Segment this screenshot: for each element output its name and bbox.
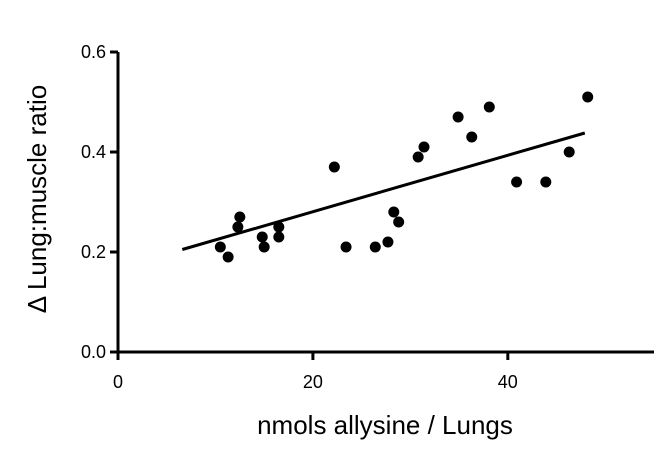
data-point — [258, 241, 270, 253]
x-axis-label: nmols allysine / Lungs — [257, 410, 513, 440]
y-tick-label: 0.4 — [81, 142, 106, 162]
data-point — [214, 241, 226, 253]
data-point — [222, 251, 234, 263]
data-point — [328, 161, 340, 173]
y-ticks: 0.0 0.2 0.4 0.6 — [81, 42, 118, 362]
data-point — [256, 231, 268, 243]
data-point — [466, 131, 478, 143]
axes — [116, 52, 654, 354]
data-points — [214, 91, 594, 263]
data-point — [418, 141, 430, 153]
y-tick-label: 0.2 — [81, 242, 106, 262]
y-axis-label: Δ Lung:muscle ratio — [22, 85, 52, 313]
data-point — [483, 101, 495, 113]
data-point — [340, 241, 352, 253]
data-point — [234, 211, 246, 223]
regression-line — [181, 131, 586, 251]
data-point — [388, 206, 400, 218]
data-point — [540, 176, 552, 188]
data-point — [273, 221, 285, 233]
y-tick-label: 0.6 — [81, 42, 106, 62]
y-tick-label: 0.0 — [81, 342, 106, 362]
data-point — [511, 176, 523, 188]
data-point — [232, 221, 244, 233]
x-ticks: 0 20 40 — [113, 352, 518, 392]
data-point — [393, 216, 405, 228]
x-tick-label: 0 — [113, 372, 123, 392]
x-tick-label: 20 — [303, 372, 323, 392]
data-point — [273, 231, 285, 243]
x-tick-label: 40 — [498, 372, 518, 392]
data-point — [452, 111, 464, 123]
data-point — [369, 241, 381, 253]
data-point — [582, 91, 594, 103]
data-point — [563, 146, 575, 158]
data-point — [412, 151, 424, 163]
data-point — [382, 236, 394, 248]
